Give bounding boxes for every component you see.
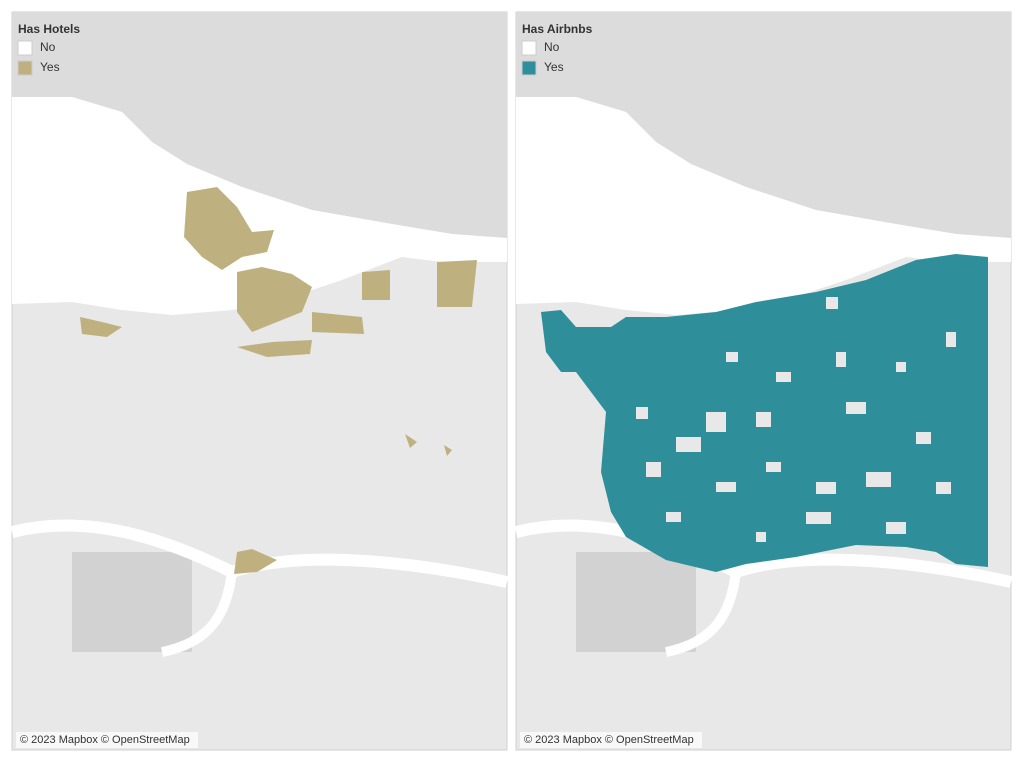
no-airbnb-area bbox=[776, 372, 791, 382]
map-panel: Has Hotels No Yes © 2023 Mapbox © OpenStree… bbox=[10, 11, 509, 751]
river-branch bbox=[160, 571, 237, 657]
no-airbnb-area bbox=[896, 362, 906, 372]
no-airbnb-area bbox=[676, 437, 701, 452]
legend-title: Has Airbnbs bbox=[522, 22, 593, 36]
legend-label: No bbox=[40, 40, 56, 54]
legend-swatch bbox=[17, 60, 33, 76]
no-airbnb-area bbox=[756, 412, 771, 427]
legend-swatch bbox=[521, 60, 537, 76]
hotel-area bbox=[234, 549, 277, 574]
legend-label: Yes bbox=[544, 60, 564, 74]
legend-label: Yes bbox=[40, 60, 60, 74]
no-airbnb-area bbox=[666, 512, 681, 522]
river bbox=[10, 519, 509, 588]
map-panel: Has Airbnbs No Yes © 2023 Mapbox © OpenStre… bbox=[514, 11, 1013, 751]
hotel-area bbox=[237, 267, 312, 332]
airport bbox=[72, 552, 192, 652]
airport bbox=[576, 552, 696, 652]
land-north bbox=[516, 12, 1011, 238]
legend-swatch bbox=[17, 40, 33, 56]
attribution: © 2023 Mapbox © OpenStreetMap bbox=[524, 734, 694, 746]
no-airbnb-area bbox=[806, 512, 831, 524]
no-airbnb-area bbox=[846, 402, 866, 414]
no-airbnb-area bbox=[866, 472, 891, 487]
land-north bbox=[12, 12, 507, 238]
legend-swatch bbox=[521, 40, 537, 56]
legend-title: Has Hotels bbox=[18, 22, 80, 36]
hotel-area bbox=[362, 270, 390, 300]
no-airbnb-area bbox=[646, 462, 661, 477]
attribution: © 2023 Mapbox © OpenStreetMap bbox=[20, 734, 190, 746]
hotel-area bbox=[312, 312, 364, 334]
attribution-bg bbox=[16, 732, 198, 748]
hotel-area bbox=[237, 340, 312, 357]
hotel-area bbox=[405, 434, 417, 448]
attribution-bg bbox=[520, 732, 702, 748]
hotel-area bbox=[444, 445, 452, 456]
no-airbnb-area bbox=[816, 482, 836, 494]
no-airbnb-area bbox=[916, 432, 931, 444]
no-airbnb-area bbox=[836, 352, 846, 367]
river bbox=[514, 519, 1013, 588]
hotel-area bbox=[437, 260, 477, 307]
no-airbnb-area bbox=[756, 532, 766, 542]
no-airbnb-area bbox=[826, 297, 838, 309]
hotel-area bbox=[184, 187, 274, 270]
legend-label: No bbox=[544, 40, 560, 54]
no-airbnb-area bbox=[936, 482, 951, 494]
no-airbnb-area bbox=[716, 482, 736, 492]
no-airbnb-area bbox=[636, 407, 648, 419]
no-airbnb-area bbox=[726, 352, 738, 362]
no-airbnb-area bbox=[946, 332, 956, 347]
water bbox=[12, 97, 507, 315]
river-branch bbox=[664, 571, 741, 657]
no-airbnb-area bbox=[886, 522, 906, 534]
no-airbnb-area bbox=[706, 412, 726, 432]
water bbox=[516, 97, 1011, 315]
no-airbnb-area bbox=[766, 462, 781, 472]
hotel-area bbox=[80, 317, 122, 337]
